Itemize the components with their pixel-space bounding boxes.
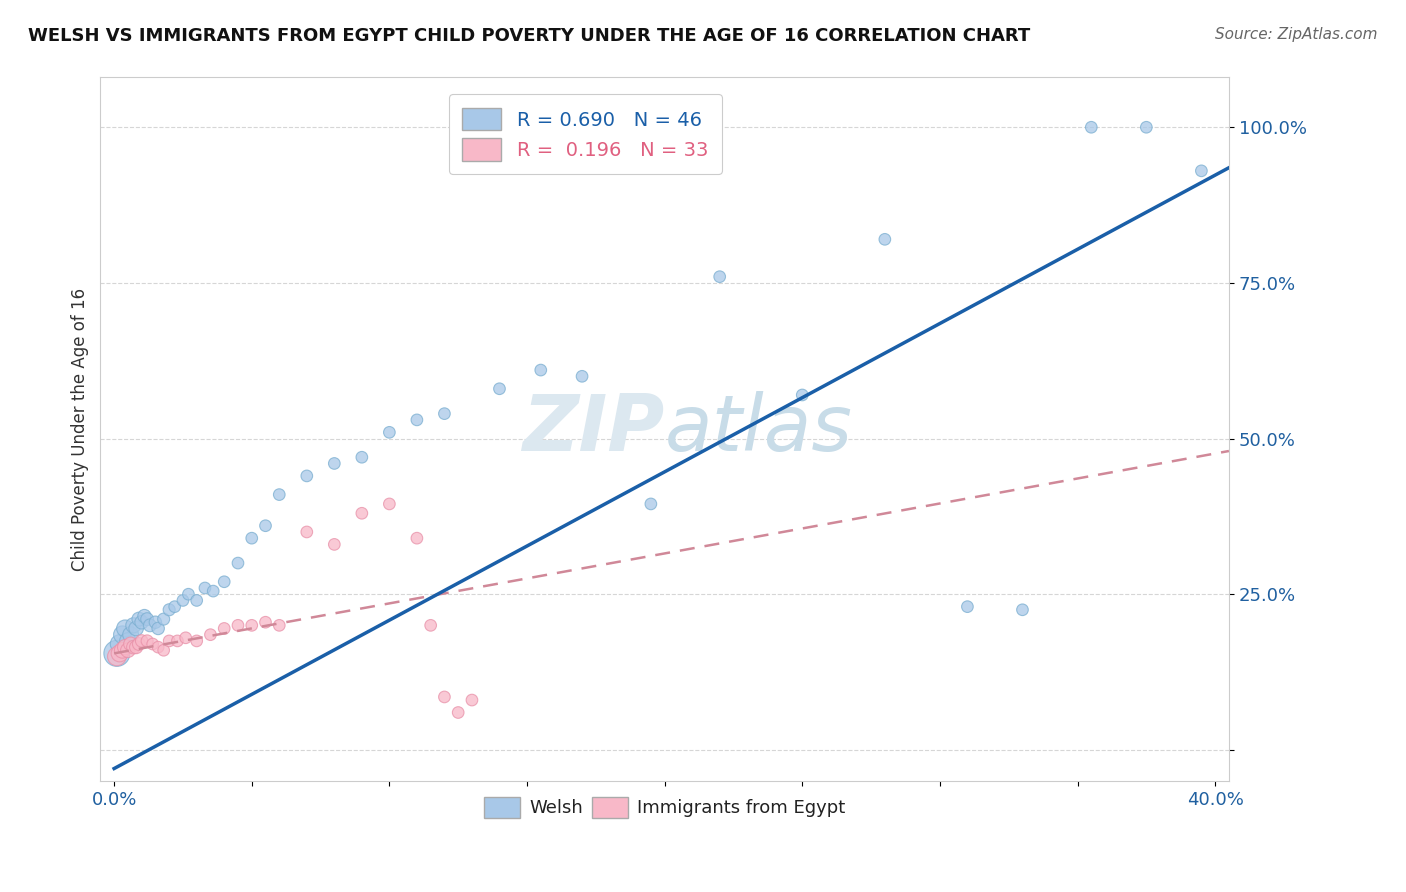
- Point: [269, 487, 291, 501]
- Point: [295, 469, 318, 483]
- Point: [120, 628, 142, 642]
- Text: atlas: atlas: [665, 392, 852, 467]
- Point: [163, 599, 186, 614]
- Point: [125, 640, 148, 654]
- Point: [212, 574, 235, 589]
- Point: [114, 640, 136, 654]
- Point: [323, 537, 346, 551]
- Point: [117, 634, 139, 648]
- Point: [117, 643, 139, 657]
- Point: [709, 269, 731, 284]
- Text: Source: ZipAtlas.com: Source: ZipAtlas.com: [1215, 27, 1378, 42]
- Point: [142, 637, 165, 651]
- Point: [378, 497, 401, 511]
- Point: [166, 634, 188, 648]
- Point: [212, 622, 235, 636]
- Point: [105, 649, 128, 664]
- Point: [186, 593, 208, 607]
- Point: [530, 363, 553, 377]
- Point: [202, 584, 225, 599]
- Point: [269, 618, 291, 632]
- Point: [125, 622, 148, 636]
- Point: [956, 599, 979, 614]
- Point: [157, 634, 180, 648]
- Point: [1135, 120, 1157, 135]
- Point: [134, 609, 156, 624]
- Point: [172, 593, 194, 607]
- Point: [177, 587, 200, 601]
- Point: [1189, 164, 1212, 178]
- Point: [105, 646, 128, 660]
- Point: [640, 497, 662, 511]
- Point: [108, 637, 131, 651]
- Point: [131, 634, 153, 648]
- Point: [240, 618, 263, 632]
- Point: [128, 612, 150, 626]
- Point: [323, 457, 346, 471]
- Legend: Welsh, Immigrants from Egypt: Welsh, Immigrants from Egypt: [477, 789, 852, 825]
- Point: [128, 637, 150, 651]
- Point: [120, 637, 142, 651]
- Point: [111, 628, 134, 642]
- Point: [792, 388, 814, 402]
- Point: [226, 556, 249, 570]
- Y-axis label: Child Poverty Under the Age of 16: Child Poverty Under the Age of 16: [72, 287, 89, 571]
- Point: [447, 706, 470, 720]
- Point: [433, 690, 456, 704]
- Point: [350, 450, 373, 465]
- Point: [1011, 603, 1033, 617]
- Point: [378, 425, 401, 440]
- Point: [873, 232, 896, 246]
- Point: [406, 413, 429, 427]
- Point: [419, 618, 441, 632]
- Point: [108, 646, 131, 660]
- Point: [174, 631, 197, 645]
- Point: [146, 622, 169, 636]
- Point: [136, 634, 159, 648]
- Text: ZIP: ZIP: [523, 392, 665, 467]
- Point: [111, 643, 134, 657]
- Point: [194, 581, 217, 595]
- Point: [131, 615, 153, 630]
- Point: [226, 618, 249, 632]
- Point: [433, 407, 456, 421]
- Point: [240, 531, 263, 545]
- Point: [254, 518, 277, 533]
- Point: [114, 622, 136, 636]
- Point: [461, 693, 484, 707]
- Point: [406, 531, 429, 545]
- Point: [122, 618, 145, 632]
- Point: [157, 603, 180, 617]
- Point: [122, 640, 145, 654]
- Point: [488, 382, 510, 396]
- Point: [139, 618, 162, 632]
- Point: [152, 612, 174, 626]
- Point: [350, 506, 373, 520]
- Point: [146, 640, 169, 654]
- Point: [571, 369, 593, 384]
- Point: [254, 615, 277, 630]
- Point: [145, 615, 167, 630]
- Point: [200, 628, 222, 642]
- Point: [152, 643, 174, 657]
- Point: [186, 634, 208, 648]
- Point: [1080, 120, 1102, 135]
- Point: [295, 524, 318, 539]
- Point: [136, 612, 159, 626]
- Text: WELSH VS IMMIGRANTS FROM EGYPT CHILD POVERTY UNDER THE AGE OF 16 CORRELATION CHA: WELSH VS IMMIGRANTS FROM EGYPT CHILD POV…: [28, 27, 1031, 45]
